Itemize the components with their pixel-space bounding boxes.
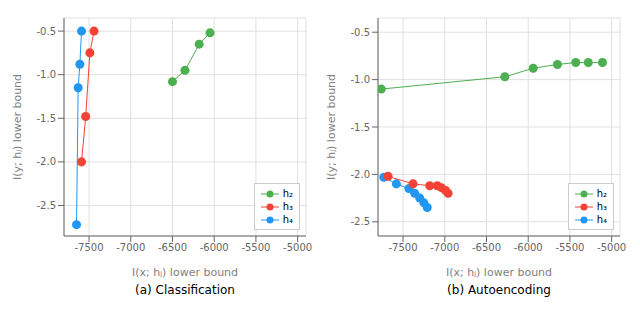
svg-text:-6500: -6500 [158,242,187,253]
svg-text:-6000: -6000 [200,242,229,253]
svg-text:-2.5: -2.5 [350,216,370,227]
svg-text:-0.5: -0.5 [350,27,370,38]
svg-text:-2.5: -2.5 [36,200,56,211]
svg-text:-7500: -7500 [75,242,104,253]
svg-text:-7500: -7500 [389,242,418,253]
svg-text:-6500: -6500 [472,242,501,253]
svg-text:-1.5: -1.5 [36,113,56,124]
html-text:h₂: h₂ [282,188,293,199]
svg-text:I(x; hⱼ) lower bound: I(x; hⱼ) lower bound [446,266,552,279]
html-text:h₃: h₃ [596,201,607,212]
svg-text:-7000: -7000 [430,242,459,253]
svg-text:I(y; hⱼ) lower bound: I(y; hⱼ) lower bound [11,74,24,180]
svg-text:-5500: -5500 [555,242,584,253]
html-text:(b) Autoencoding: (b) Autoencoding [447,283,551,297]
html-text:h₄: h₄ [596,214,607,225]
html-text:h₃: h₃ [282,201,293,212]
svg-text:-5000: -5000 [597,242,626,253]
svg-text:-5000: -5000 [283,242,312,253]
html-text:(a) Classification: (a) Classification [135,283,235,297]
svg-text:-1.0: -1.0 [350,74,370,85]
html-text:h₄: h₄ [282,214,293,225]
html-text:h₂: h₂ [596,188,607,199]
svg-text:-1.0: -1.0 [36,69,56,80]
svg-text:-7000: -7000 [116,242,145,253]
svg-text:-1.5: -1.5 [350,122,370,133]
svg-text:-2.0: -2.0 [36,156,56,167]
svg-text:-0.5: -0.5 [36,26,56,37]
svg-text:I(x; hⱼ) lower bound: I(x; hⱼ) lower bound [132,266,238,279]
svg-text:-6000: -6000 [514,242,543,253]
svg-text:-5500: -5500 [241,242,270,253]
svg-text:I(y; hⱼ) lower bound: I(y; hⱼ) lower bound [325,74,338,180]
svg-text:-2.0: -2.0 [350,169,370,180]
